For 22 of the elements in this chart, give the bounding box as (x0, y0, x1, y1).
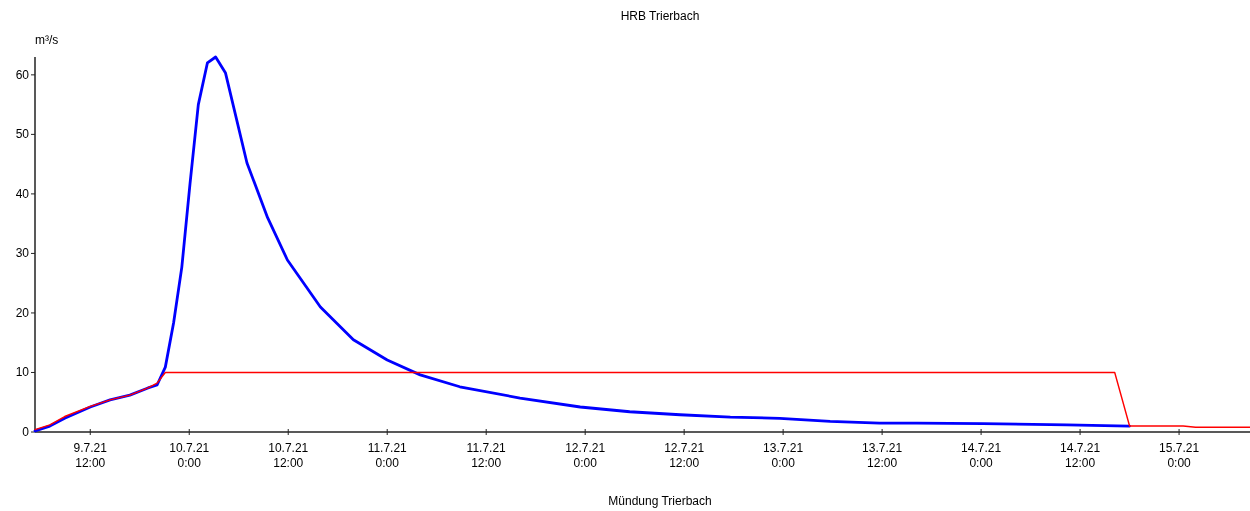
y-axis-title: m³/s (35, 33, 59, 47)
y-tick-label: 10 (15, 365, 30, 380)
x-tick-label: 9.7.21 12:00 (73, 441, 108, 470)
y-tick-label: 0 (22, 425, 30, 439)
x-tick-label: 14.7.21 0:00 (961, 441, 1002, 470)
x-tick-label: 12.7.21 0:00 (565, 441, 606, 470)
x-tick-label: 10.7.21 0:00 (169, 441, 210, 470)
x-tick-label: 10.7.21 12:00 (268, 441, 309, 470)
y-tick-label: 40 (15, 186, 30, 201)
y-tick-label: 20 (15, 305, 30, 320)
x-tick-label: 13.7.21 12:00 (862, 441, 903, 470)
x-tick-label: 15.7.21 0:00 (1159, 441, 1200, 470)
x-tick-label: 11.7.21 0:00 (367, 441, 408, 470)
y-tick-label: 30 (15, 246, 30, 261)
x-tick-label: 13.7.21 0:00 (763, 441, 804, 470)
x-tick-label: 11.7.21 12:00 (466, 441, 507, 470)
y-tick-label: 50 (15, 127, 30, 142)
x-axis-title: Mündung Trierbach (608, 494, 712, 508)
chart-title: HRB Trierbach (620, 9, 700, 23)
x-tick-label: 14.7.21 12:00 (1060, 441, 1101, 470)
x-tick-label: 12.7.21 12:00 (664, 441, 705, 470)
y-tick-label: 60 (15, 67, 30, 82)
